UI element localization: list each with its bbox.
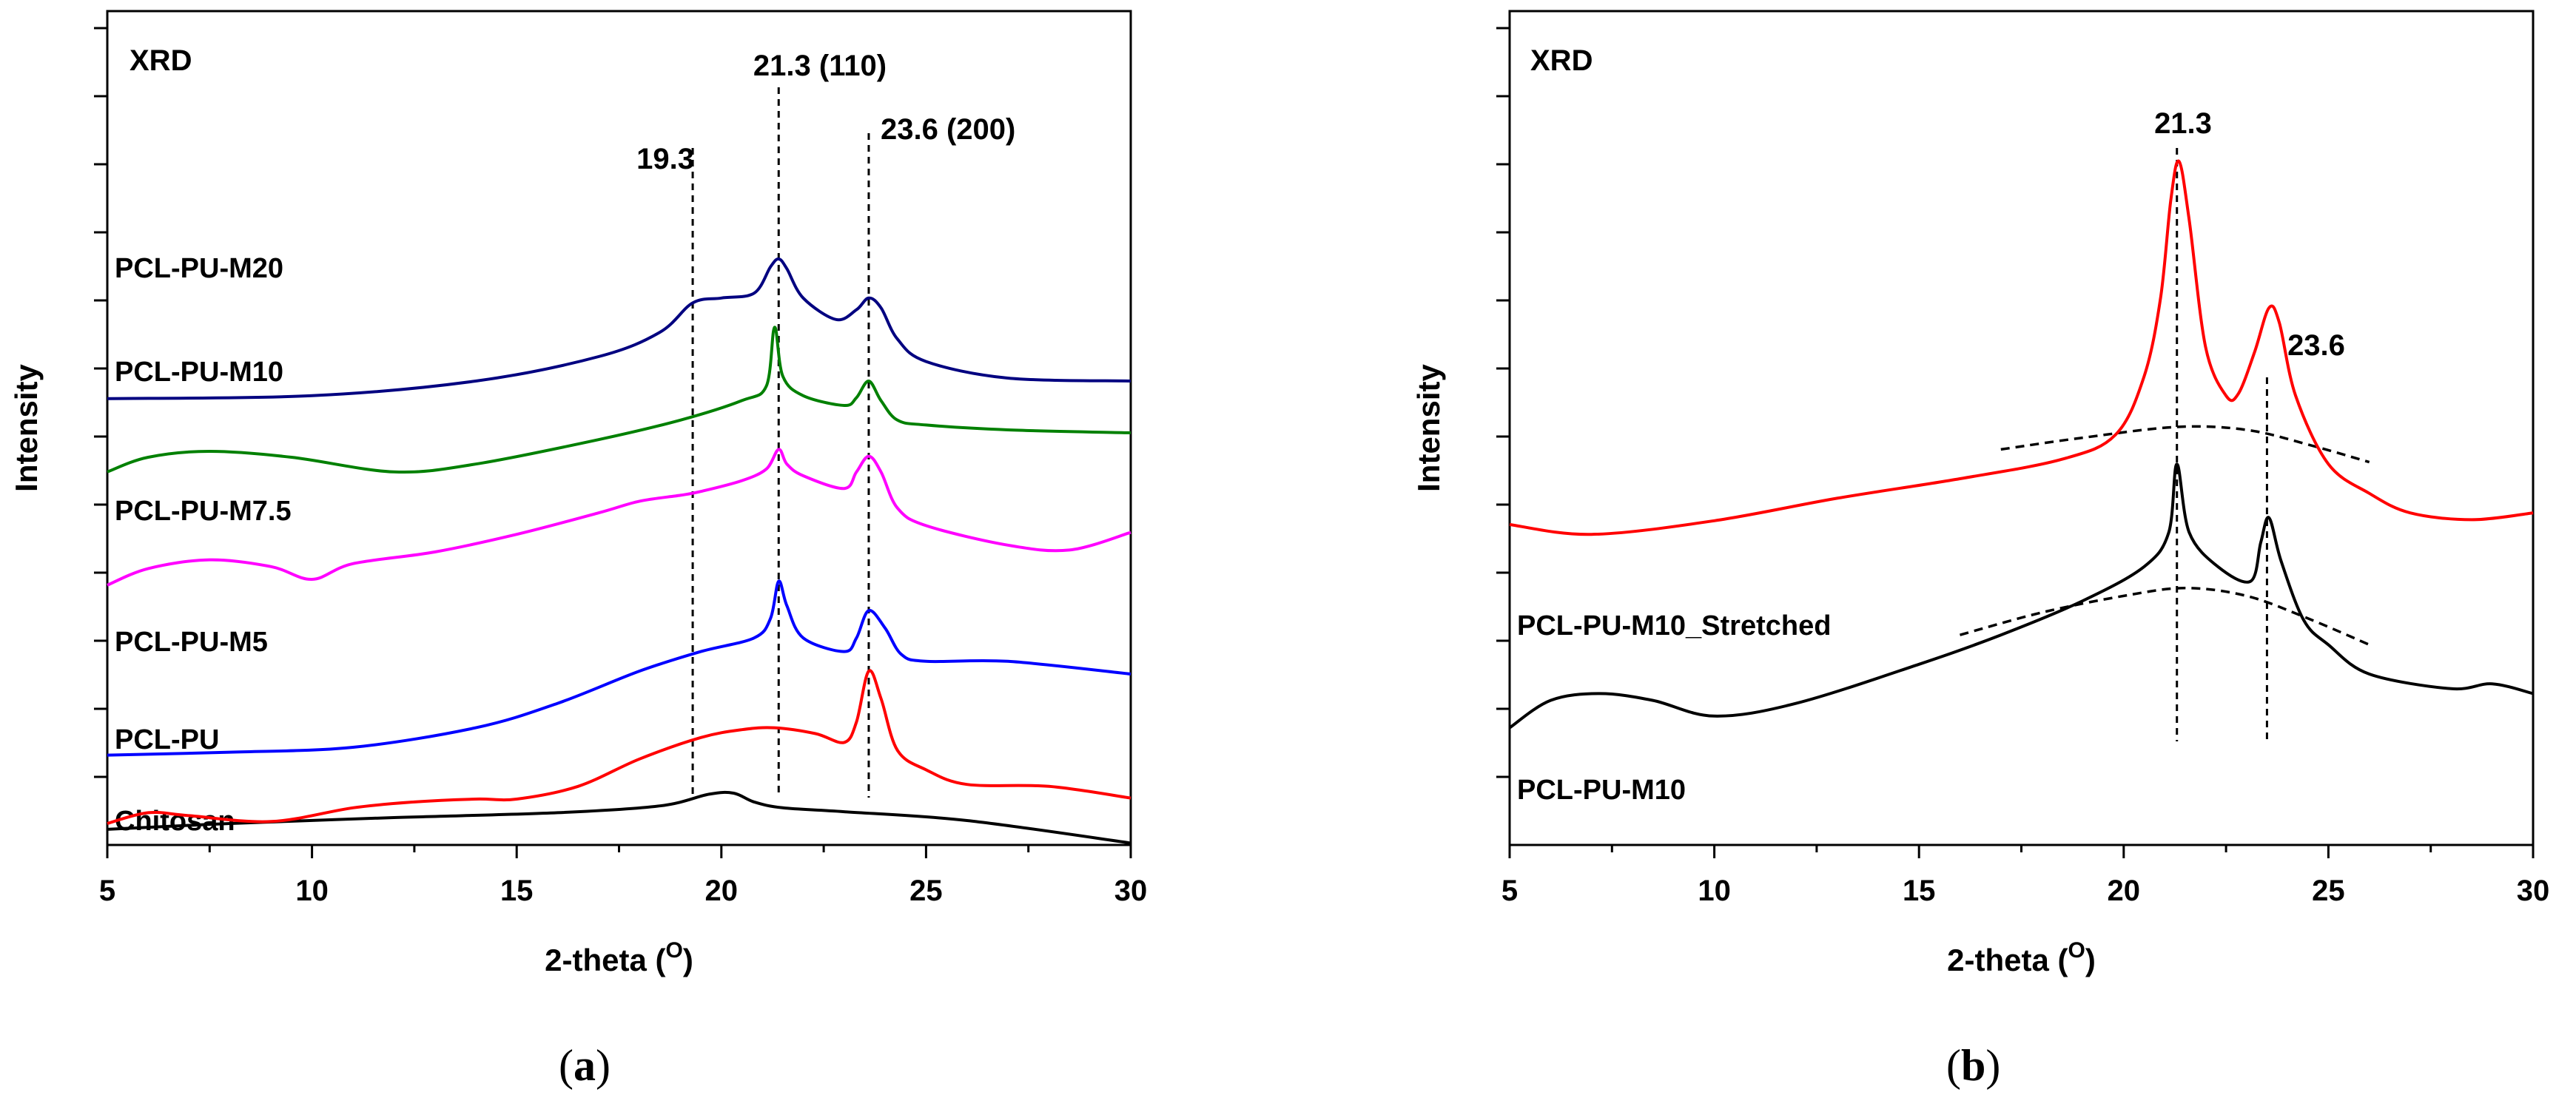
y-axis-title: Intensity — [1411, 364, 1446, 492]
x-axis-title-close: ) — [2085, 943, 2096, 977]
series-line-pcl-pu-m10 — [1508, 462, 2534, 730]
series-label-pcl-pu-m7-5: PCL-PU-M7.5 — [115, 496, 292, 527]
y-axis-title: Intensity — [9, 364, 44, 492]
peak-annotation-label: 21.3 — [2154, 107, 2212, 140]
panel-title: XRD — [130, 44, 192, 77]
x-tick-label: 20 — [2108, 875, 2141, 907]
series-line-pcl-pu-m7-5 — [107, 448, 1131, 587]
x-tick-label: 5 — [99, 875, 115, 907]
series-line-pcl-pu-m10 — [107, 326, 1131, 474]
amorphous-baseline — [2000, 425, 2370, 464]
x-tick-label: 20 — [705, 875, 739, 907]
series-line-pcl-pu — [107, 669, 1131, 825]
x-axis-title: 2-theta (O) — [1947, 938, 2096, 977]
panel-caption-close: ) — [596, 1041, 611, 1090]
panel-caption-open: ( — [559, 1041, 574, 1090]
series-line-pcl-pu-m20 — [107, 257, 1131, 400]
panel-b: 5 10 15 20 25 30 2-theta (O) Intensity XRD 21.3 23… — [1411, 10, 2550, 1090]
peak-annotation-label: 21.3 (110) — [753, 50, 887, 82]
series-label-chitosan: Chitosan — [115, 806, 235, 837]
amorphous-baseline — [1960, 587, 2370, 647]
series-label-pcl-pu-m10-stretched: PCL-PU-M10_Stretched — [1517, 610, 1831, 641]
panel-caption-close: ) — [1985, 1041, 2000, 1090]
x-tick-label: 30 — [2517, 875, 2550, 907]
x-tick-label: 30 — [1114, 875, 1148, 907]
panel-a: 5 10 15 20 25 30 2-theta (O) Intensity XRD 19.3 21… — [9, 10, 1148, 1090]
x-tick-label: 25 — [909, 875, 943, 907]
series-label-pcl-pu-m10: PCL-PU-M10 — [115, 357, 283, 388]
x-axis-title: 2-theta (O) — [545, 938, 693, 977]
x-axis-title-text: 2-theta ( — [1947, 943, 2068, 977]
panel-caption-open: ( — [1946, 1041, 1961, 1090]
panel-caption-letter: a — [574, 1041, 596, 1090]
series-line-chitosan — [107, 790, 1131, 845]
series-line-pcl-pu-m5 — [107, 579, 1131, 757]
x-tick-label: 10 — [295, 875, 329, 907]
peak-annotation-label: 23.6 (200) — [881, 113, 1015, 146]
series-label-pcl-pu-m5: PCL-PU-M5 — [115, 627, 268, 658]
peak-annotation-label: 19.3 — [636, 143, 694, 175]
panel-caption: (b) — [1946, 1041, 2000, 1090]
x-tick-label: 25 — [2312, 875, 2345, 907]
plot-frame — [1508, 10, 2535, 846]
panel-title: XRD — [1530, 44, 1593, 77]
series-line-pcl-pu-m10-stretched — [1509, 159, 2534, 536]
panel-caption: (a) — [559, 1041, 611, 1090]
panel-caption-letter: b — [1961, 1041, 1985, 1090]
x-tick-label: 15 — [500, 875, 534, 907]
peak-annotation-label: 23.6 — [2287, 329, 2345, 362]
series-label-pcl-pu-m20: PCL-PU-M20 — [115, 253, 283, 284]
series-label-pcl-pu-m10: PCL-PU-M10 — [1517, 775, 1686, 806]
x-axis-title-text: 2-theta ( — [545, 943, 665, 977]
x-axis-title-degree: O — [666, 938, 683, 963]
x-tick-label: 15 — [1903, 875, 1936, 907]
x-tick-label: 10 — [1698, 875, 1731, 907]
x-tick-label: 5 — [1501, 875, 1518, 907]
x-axis-title-degree: O — [2068, 938, 2085, 963]
series-label-pcl-pu: PCL-PU — [115, 724, 219, 755]
x-axis-title-close: ) — [683, 943, 693, 977]
